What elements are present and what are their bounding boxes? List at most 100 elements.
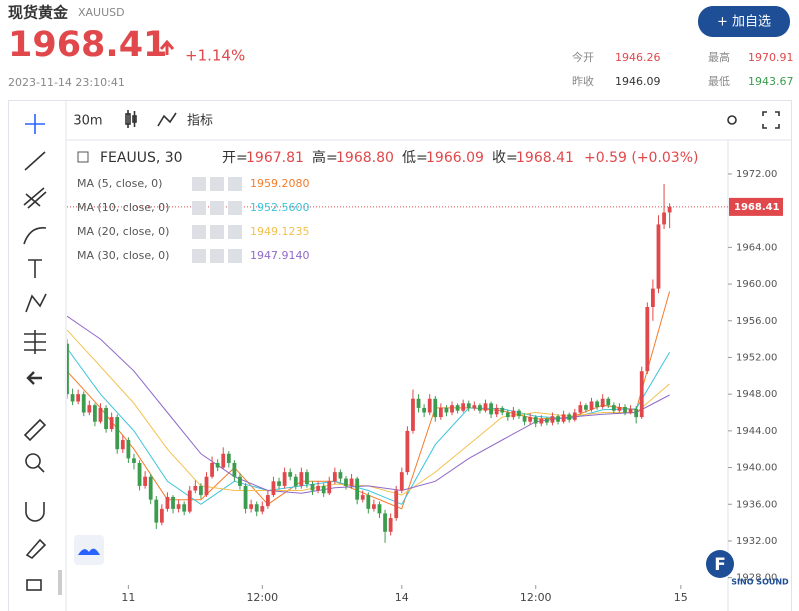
candle-body <box>87 405 92 413</box>
candle-body <box>115 417 120 450</box>
chart-frame <box>8 100 792 611</box>
asset-name: 现货黄金 <box>8 4 69 22</box>
x-tick-label: 12:00 <box>520 591 552 604</box>
candle-body <box>344 478 348 486</box>
watchlist-button[interactable]: + 加自选 <box>698 6 790 37</box>
candle-body <box>466 403 471 408</box>
indicator-icon[interactable] <box>157 112 177 127</box>
candle-body <box>500 407 505 413</box>
candle-body <box>199 485 203 496</box>
candle-body <box>578 405 583 413</box>
legend-button <box>210 225 224 239</box>
candle-body <box>288 472 293 477</box>
candle-body <box>137 462 142 486</box>
candle-body <box>405 430 410 473</box>
candle-body <box>494 407 499 415</box>
plot <box>67 183 672 543</box>
candle-body <box>544 418 549 423</box>
candle-body <box>282 472 287 486</box>
candle-body <box>528 417 533 422</box>
stat-value: 1946.09 <box>615 75 661 88</box>
candle-body <box>204 476 209 496</box>
brand-badge <box>706 550 734 578</box>
candle-body <box>438 407 443 418</box>
candle-body <box>98 407 103 422</box>
candle-body <box>159 508 164 523</box>
x-tick-label: 14 <box>395 591 409 604</box>
candle-body <box>550 416 555 423</box>
timestamp: 2023-11-14 23:10:41 <box>8 76 125 89</box>
candle-body <box>232 462 237 477</box>
candle-body <box>617 407 622 411</box>
candle-body <box>316 485 320 491</box>
collapse-icon <box>77 151 89 163</box>
legend-button <box>192 225 206 239</box>
ohlc-key: 高= <box>312 149 338 166</box>
up-arrow <box>159 39 175 55</box>
legend-value: 1959.2080 <box>250 177 310 190</box>
candle-body <box>238 476 242 486</box>
indicators[interactable]: 指标 <box>187 114 213 129</box>
candle-body <box>667 206 672 213</box>
legend-name: MA (5, close, 0) <box>77 177 162 190</box>
legend-name: MA (30, close, 0) <box>77 249 169 262</box>
fullscreen-icon[interactable] <box>762 111 780 129</box>
x-tick-label: 11 <box>121 591 135 604</box>
last-price-label: 1968.41 <box>734 202 780 213</box>
candle-body <box>611 405 616 411</box>
legend-button <box>228 201 242 215</box>
y-tick-label: 1928.00 <box>736 573 777 584</box>
logo-tile <box>74 535 104 565</box>
candle-icon[interactable] <box>125 110 137 128</box>
x-tick-label: 12:00 <box>246 591 278 604</box>
candle-body <box>182 504 187 512</box>
y-tick-label: 1936.00 <box>736 499 777 510</box>
stat-label: 最低 <box>708 75 730 88</box>
candle-body <box>187 490 192 512</box>
candle-body <box>299 472 304 486</box>
left-tools[interactable] <box>23 114 47 591</box>
candle-body <box>76 394 81 402</box>
candle-body <box>606 398 611 406</box>
candle-body <box>489 403 493 415</box>
candle-body <box>254 504 259 512</box>
candle-body <box>411 398 415 431</box>
candle-body <box>511 410 516 418</box>
candle-body <box>628 408 633 413</box>
settings-icon[interactable] <box>727 115 737 125</box>
candle-body <box>416 398 421 408</box>
candle-body <box>656 224 661 289</box>
ohlc-key: 开= <box>222 150 248 166</box>
candle-body <box>383 513 387 532</box>
legend-name: MA (10, close, 0) <box>77 201 169 214</box>
candle-body <box>589 401 594 410</box>
interval[interactable]: 30m <box>73 114 102 129</box>
asset-symbol: XAUUSD <box>78 6 125 19</box>
stat-label: 最高 <box>708 50 730 64</box>
candle-body <box>539 418 544 424</box>
candle-body <box>226 453 231 463</box>
candle-body <box>639 371 644 418</box>
candle-body <box>70 394 75 402</box>
candle-body <box>165 496 170 509</box>
candle-body <box>427 398 432 413</box>
y-tick-label: 1972.00 <box>736 169 777 180</box>
ohlc-value: 1968.80 <box>336 150 394 166</box>
candle-body <box>472 405 477 408</box>
ohlc-value: 1967.81 <box>246 150 304 166</box>
stat-value: 1970.91 <box>748 51 794 64</box>
candle-body <box>260 506 265 512</box>
candle-body <box>271 481 276 496</box>
ohlc-key: 低= <box>402 150 428 166</box>
stat-value: 1946.26 <box>615 51 661 64</box>
candle-body <box>394 490 399 519</box>
ohlc-value: 1966.09 <box>426 150 484 166</box>
legend-button <box>210 201 224 215</box>
button-label[interactable]: + 加自选 <box>717 15 771 30</box>
candle-body <box>109 417 114 430</box>
button-bg[interactable] <box>698 6 790 37</box>
candle-body <box>243 485 248 509</box>
legend-button <box>192 201 206 215</box>
y-tick-label: 1940.00 <box>736 463 777 474</box>
